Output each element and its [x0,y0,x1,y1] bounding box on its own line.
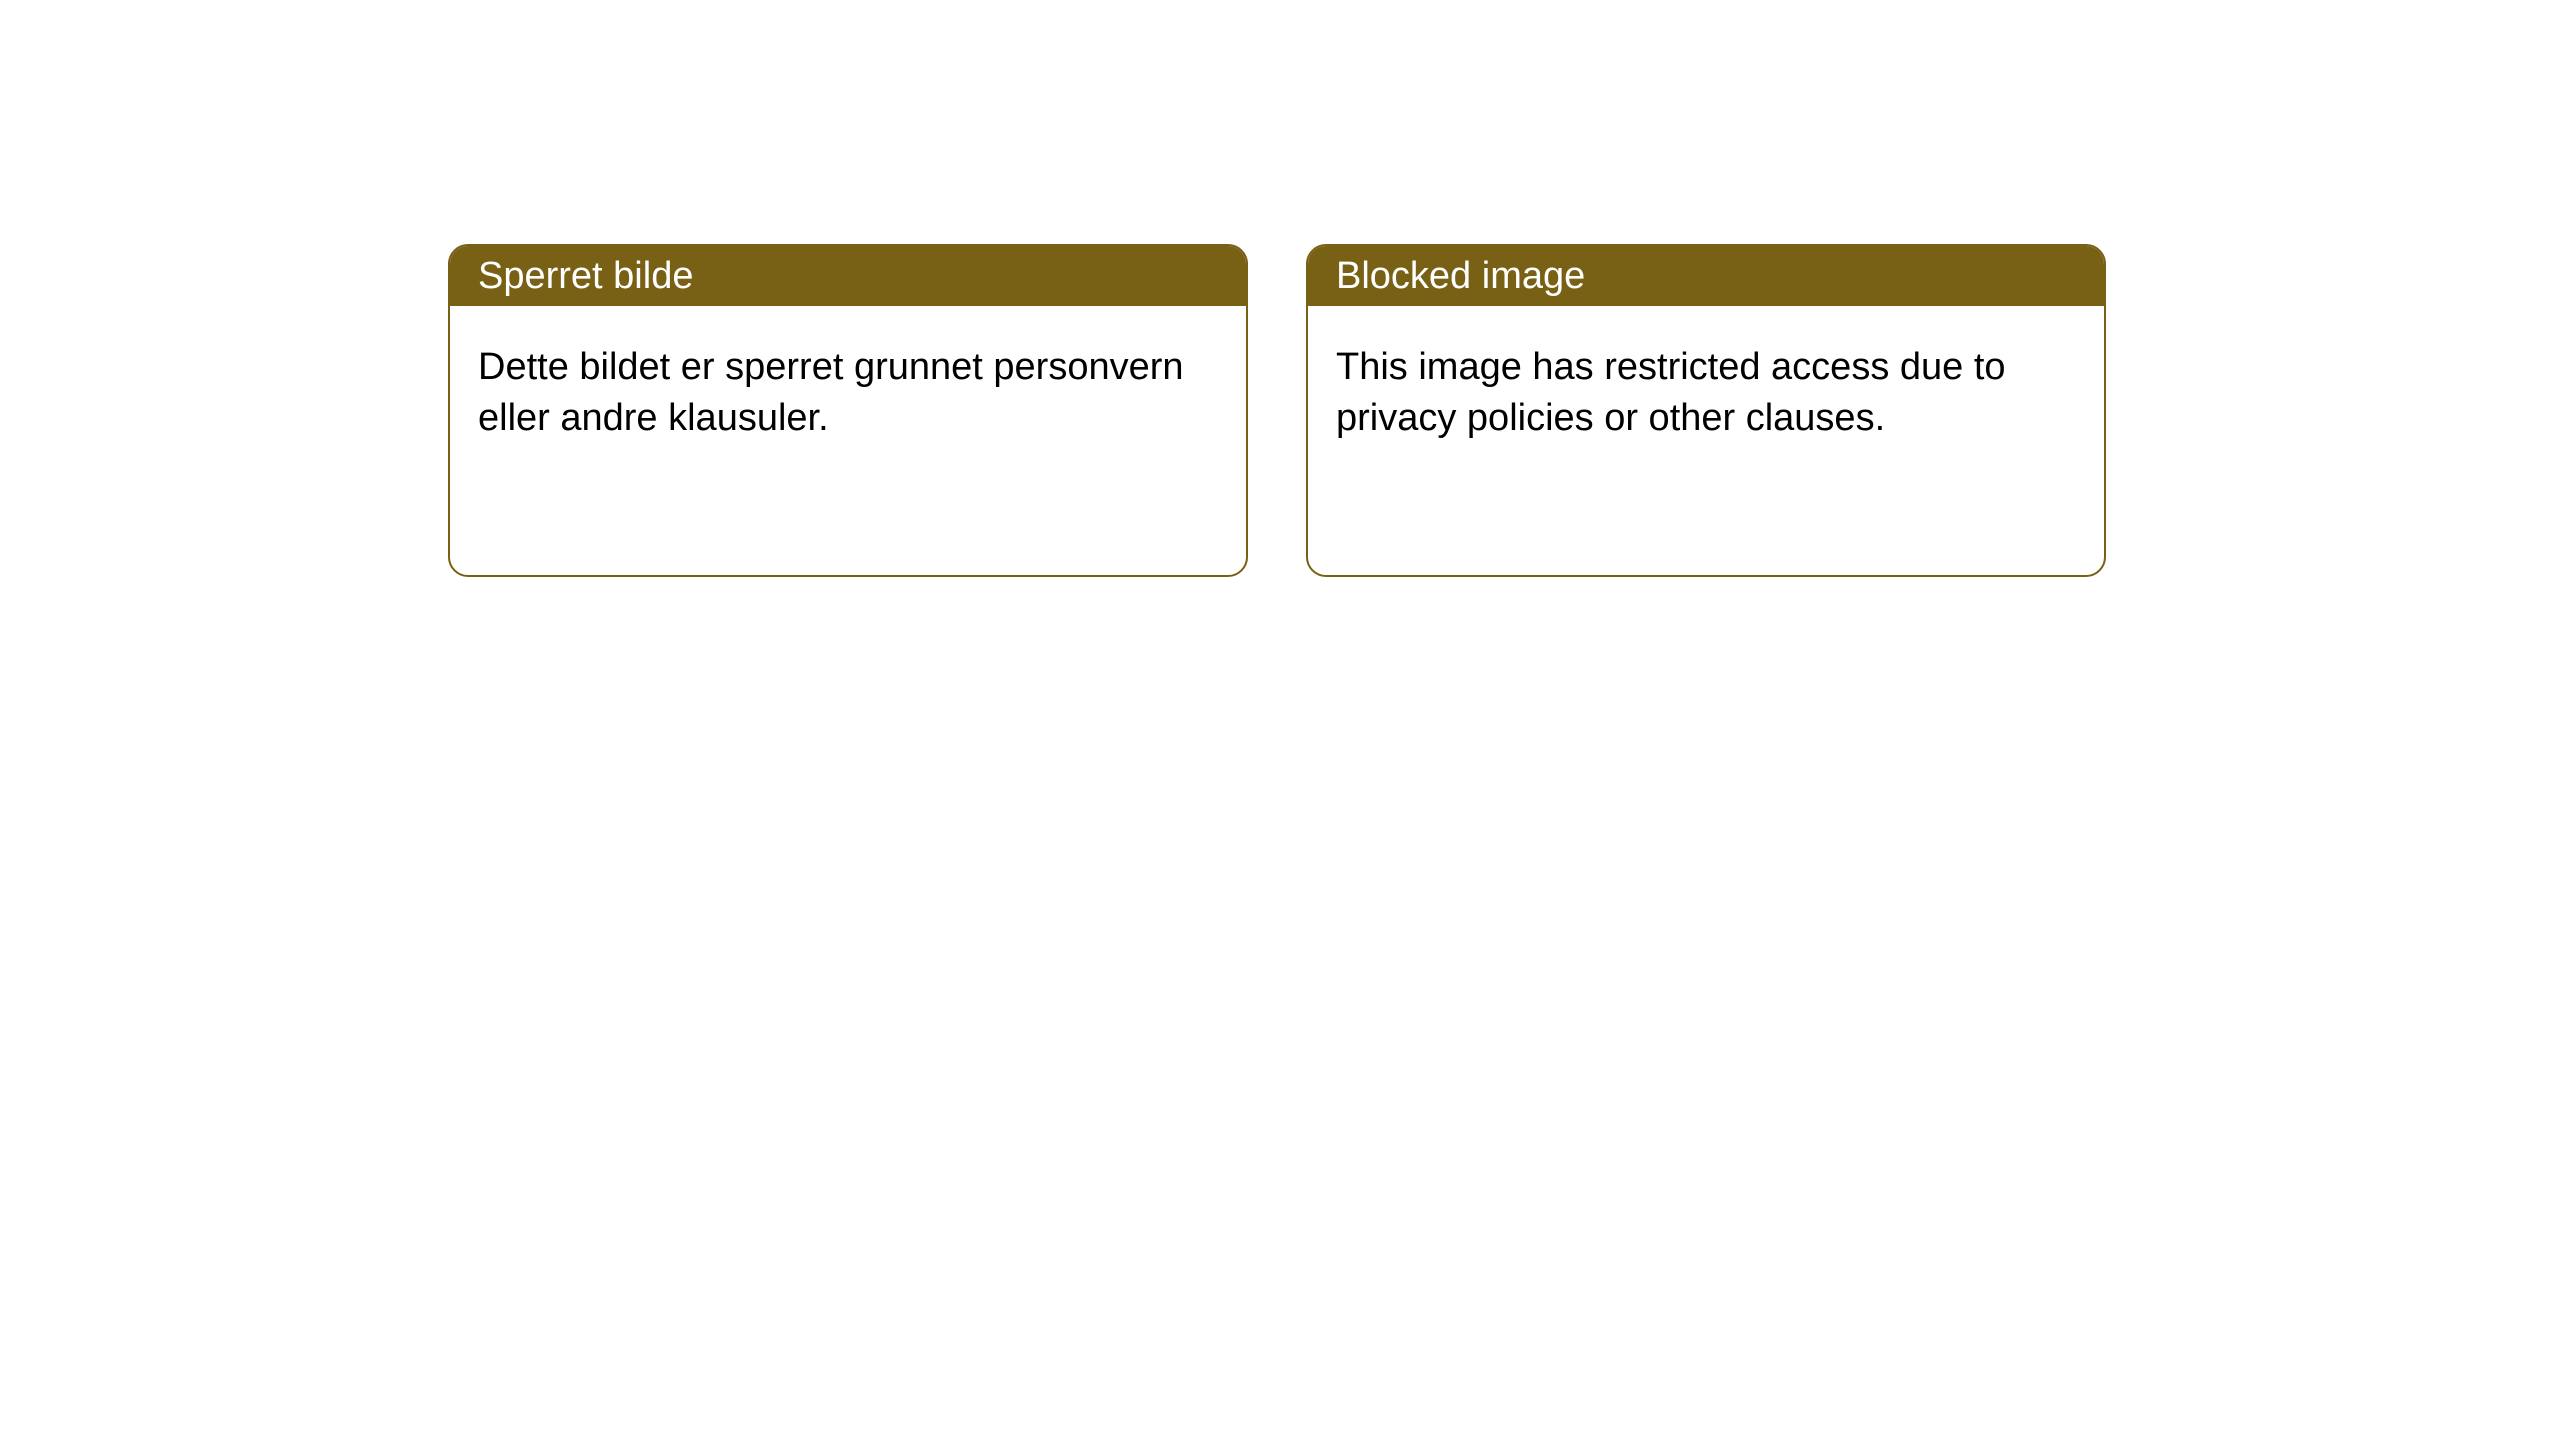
blocked-image-card-en: Blocked image This image has restricted … [1306,244,2106,577]
card-body: This image has restricted access due to … [1308,306,2104,481]
card-header: Sperret bilde [450,246,1246,306]
card-body: Dette bildet er sperret grunnet personve… [450,306,1246,481]
card-title: Blocked image [1336,255,1585,298]
card-body-text: Dette bildet er sperret grunnet personve… [478,346,1184,439]
card-body-text: This image has restricted access due to … [1336,346,2006,439]
card-header: Blocked image [1308,246,2104,306]
card-title: Sperret bilde [478,255,693,298]
notice-container: Sperret bilde Dette bildet er sperret gr… [448,244,2106,577]
blocked-image-card-no: Sperret bilde Dette bildet er sperret gr… [448,244,1248,577]
